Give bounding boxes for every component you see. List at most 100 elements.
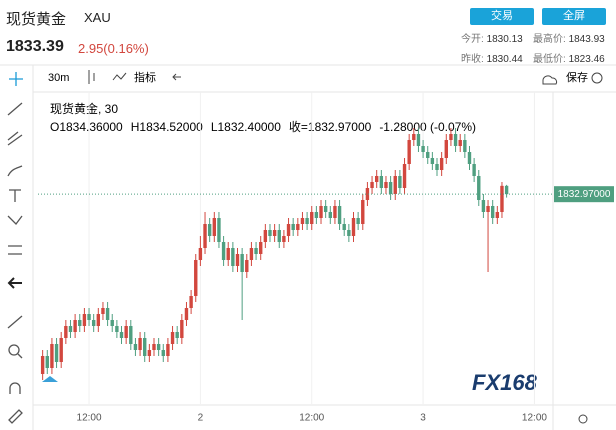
candle-body xyxy=(184,308,189,320)
candle-body xyxy=(91,320,96,326)
candle-body xyxy=(467,152,472,164)
candle-body xyxy=(351,218,356,236)
candle-body xyxy=(115,326,119,332)
candle-body xyxy=(490,206,495,218)
candle-body xyxy=(300,218,305,224)
x-tick-label: 12:00 xyxy=(299,413,324,424)
candle-body xyxy=(291,224,295,230)
candle-body xyxy=(240,254,244,272)
tool-icons[interactable] xyxy=(7,72,23,424)
legend-value: O1834.36000 xyxy=(50,120,123,134)
candle-body xyxy=(212,218,217,236)
candle-body xyxy=(296,224,300,230)
fullscreen-button[interactable]: 全屏 xyxy=(542,8,606,25)
candle-body xyxy=(472,164,476,176)
interval[interactable]: 30m xyxy=(48,72,69,84)
x-tick-label: 12:00 xyxy=(77,413,102,424)
candle-body xyxy=(194,260,198,296)
code: XAU xyxy=(84,10,111,25)
candle-body xyxy=(453,134,458,146)
candle-body xyxy=(393,176,397,194)
legend-title: 现货黄金, 30 xyxy=(50,101,118,116)
toolbar-icons[interactable] xyxy=(88,70,603,424)
candle-body xyxy=(374,176,379,182)
symbol: 现货黄金 xyxy=(6,11,67,28)
candle-body xyxy=(463,140,467,152)
candle-body xyxy=(286,224,291,236)
trade-button[interactable]: 交易 xyxy=(470,8,534,25)
candle-body xyxy=(444,140,448,158)
candle-body xyxy=(87,314,91,320)
candle-body xyxy=(314,212,319,218)
logo xyxy=(42,376,58,382)
candle-body xyxy=(161,350,165,356)
candle-body xyxy=(124,326,128,338)
candle-body xyxy=(235,254,240,266)
stat-label: 今开: xyxy=(461,34,484,45)
candle-body xyxy=(333,206,337,218)
candle-body xyxy=(481,200,486,212)
candle-body xyxy=(96,314,101,326)
candle-body xyxy=(138,338,142,350)
stat-value: 1830.13 xyxy=(486,34,523,45)
candle-body xyxy=(495,212,500,218)
candle-body xyxy=(402,164,407,188)
candle-body xyxy=(221,242,226,260)
candle-body xyxy=(73,320,77,332)
candle-body xyxy=(59,338,63,362)
candle-body xyxy=(175,332,179,338)
candle-body xyxy=(110,320,114,326)
x-tick-label: 3 xyxy=(420,413,426,424)
candle-body xyxy=(305,218,309,224)
candle-body xyxy=(64,326,68,338)
candle-body xyxy=(54,344,59,362)
candle-body xyxy=(101,308,105,314)
candle-body xyxy=(198,248,203,260)
candle-body xyxy=(412,134,416,140)
candle-body xyxy=(156,344,161,350)
stat-label: 昨收: xyxy=(461,54,484,65)
indicator-button[interactable]: 指标 xyxy=(134,70,156,84)
candle-body xyxy=(500,185,504,212)
candle-body xyxy=(105,308,110,320)
candle-body xyxy=(254,248,258,254)
legend-value: 收=1832.97000 xyxy=(289,120,372,134)
stat-value: 1823.46 xyxy=(568,54,605,65)
candle-body xyxy=(268,230,272,236)
candle-body xyxy=(189,296,193,308)
last-price-box xyxy=(554,186,614,203)
candle-body xyxy=(430,158,435,164)
candle-body xyxy=(277,230,281,242)
watermark: FX168 xyxy=(472,370,538,395)
candle-body xyxy=(323,206,328,212)
candle-body xyxy=(203,224,207,248)
stat-label: 最高价: xyxy=(533,34,566,45)
candle-body xyxy=(416,134,421,146)
candle-body xyxy=(129,326,133,344)
candle-body xyxy=(421,146,425,152)
candle-body xyxy=(78,320,82,326)
candle-body xyxy=(426,152,430,158)
legend-value: -1.28000 (-0.07%) xyxy=(379,120,476,134)
candle-body xyxy=(449,134,453,140)
candle-body xyxy=(82,314,87,326)
candle-body xyxy=(282,236,286,242)
candle-body xyxy=(143,338,147,356)
candle-body xyxy=(119,332,124,338)
candle-body xyxy=(310,212,314,224)
candle-body xyxy=(439,158,444,170)
save-button[interactable]: 保存 xyxy=(566,70,588,84)
candle-body xyxy=(133,344,138,350)
candle-body xyxy=(361,200,365,224)
candle-body xyxy=(207,224,212,236)
stat-value: 1830.44 xyxy=(486,54,523,65)
candle-body xyxy=(379,176,384,188)
price: 1833.39 xyxy=(6,38,64,55)
candle-body xyxy=(337,206,342,224)
candle-body xyxy=(486,206,490,212)
candle-body xyxy=(40,356,45,374)
candle-body xyxy=(231,248,235,266)
candle-body xyxy=(388,182,393,194)
candle-body xyxy=(347,230,351,236)
